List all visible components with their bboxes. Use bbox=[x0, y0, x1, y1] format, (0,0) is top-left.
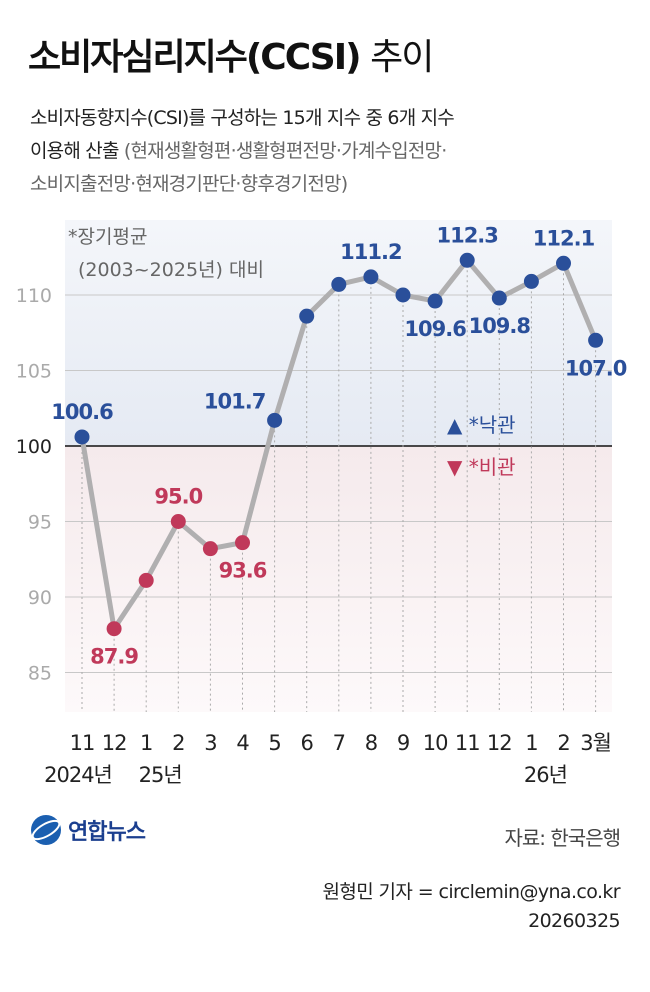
data-label: 95.0 bbox=[154, 485, 202, 509]
x-tick-label: 6 bbox=[301, 731, 314, 755]
x-tick-label: 2 bbox=[557, 731, 569, 755]
data-point bbox=[588, 332, 604, 348]
data-label: 109.6 bbox=[404, 317, 466, 341]
yonhap-logo: 연합뉴스 bbox=[28, 812, 146, 848]
data-label: 107.0 bbox=[565, 356, 627, 380]
data-label: 93.6 bbox=[219, 559, 267, 583]
subtitle-line2b: (현재생활형편·생활형편전망·가계수입전망· bbox=[123, 140, 447, 162]
y-tick-label: 90 bbox=[28, 587, 52, 609]
note-line2: (2003~2025년) 대비 bbox=[78, 259, 264, 281]
data-point bbox=[74, 429, 90, 445]
y-tick-label: 110 bbox=[16, 285, 52, 307]
logo-icon bbox=[31, 815, 61, 845]
legend-optimistic: ▲ *낙관 bbox=[447, 413, 516, 437]
data-point bbox=[267, 412, 283, 428]
x-tick-label: 4 bbox=[236, 731, 249, 755]
year-label: 25년 bbox=[139, 763, 182, 787]
x-tick-label: 10 bbox=[423, 731, 448, 755]
data-label: 87.9 bbox=[90, 645, 138, 669]
data-label: 100.6 bbox=[51, 400, 113, 424]
title-suffix: 추이 bbox=[370, 37, 434, 78]
line-chart: 100.687.995.093.6101.7111.2109.6112.3109… bbox=[16, 220, 628, 787]
source: 자료: 한국은행 bbox=[504, 826, 621, 850]
subtitle-line1: 소비자동향지수(CSI)를 구성하는 15개 지수 중 6개 지수 bbox=[30, 107, 455, 129]
data-point bbox=[427, 293, 443, 309]
subtitle-line2a: 이용해 산출 bbox=[30, 140, 119, 162]
legend-pessimistic: ▼ *비관 bbox=[447, 455, 516, 479]
credit: 원형민 기자 = circlemin@yna.co.kr 20260325 bbox=[322, 878, 620, 936]
data-label: 112.1 bbox=[533, 226, 595, 250]
credit-line: 원형민 기자 = circlemin@yna.co.kr bbox=[322, 881, 620, 903]
y-tick-label: 100 bbox=[16, 436, 52, 458]
data-label: 111.2 bbox=[340, 240, 401, 264]
y-tick-label: 105 bbox=[16, 361, 52, 383]
subtitle-line2: 이용해 산출 (현재생활형편·생활형편전망·가계수입전망· bbox=[30, 135, 454, 168]
x-tick-label: 8 bbox=[365, 731, 377, 755]
logo-text: 연합뉴스 bbox=[68, 820, 146, 845]
x-tick-label: 11 bbox=[455, 731, 480, 755]
x-tick-label: 1 bbox=[140, 731, 152, 755]
data-point bbox=[202, 541, 218, 557]
subtitle: 소비자동향지수(CSI)를 구성하는 15개 지수 중 6개 지수 이용해 산출… bbox=[30, 102, 455, 201]
x-tick-label: 3월 bbox=[580, 731, 611, 755]
data-point bbox=[395, 287, 411, 303]
note-line1: *장기평균 bbox=[68, 226, 147, 248]
data-point bbox=[556, 255, 571, 271]
x-tick-label: 7 bbox=[333, 731, 345, 755]
x-tick-label: 12 bbox=[102, 731, 127, 755]
x-tick-label: 5 bbox=[268, 731, 280, 755]
data-point bbox=[299, 308, 315, 324]
data-point bbox=[235, 535, 250, 551]
optimistic-area bbox=[65, 220, 612, 446]
x-tick-label: 3 bbox=[204, 731, 216, 755]
subtitle-line3: 소비지출전망·현재경기판단·향후경기전망) bbox=[30, 173, 348, 195]
date: 20260325 bbox=[528, 910, 621, 932]
data-label: 101.7 bbox=[204, 389, 265, 413]
y-tick-label: 85 bbox=[28, 663, 52, 685]
x-tick-label: 2 bbox=[172, 731, 184, 755]
data-point bbox=[331, 276, 347, 292]
x-tick-label: 11 bbox=[70, 731, 95, 755]
data-point bbox=[138, 572, 154, 588]
data-label: 109.8 bbox=[469, 314, 531, 338]
data-point bbox=[491, 290, 507, 306]
data-point bbox=[459, 252, 475, 268]
data-point bbox=[363, 269, 379, 285]
chart-title: 소비자심리지수(CCSI) 추이 bbox=[28, 28, 434, 80]
data-label: 112.3 bbox=[436, 223, 497, 247]
x-tick-label: 9 bbox=[397, 731, 409, 755]
title-main: 소비자심리지수(CCSI) bbox=[28, 37, 362, 78]
year-label: 26년 bbox=[524, 763, 567, 787]
data-point bbox=[170, 514, 186, 529]
x-tick-label: 1 bbox=[525, 731, 537, 755]
year-label: 2024년 bbox=[44, 763, 112, 787]
data-point bbox=[523, 273, 539, 289]
data-point bbox=[106, 621, 122, 637]
x-tick-label: 12 bbox=[487, 731, 512, 755]
y-tick-label: 95 bbox=[28, 512, 52, 534]
